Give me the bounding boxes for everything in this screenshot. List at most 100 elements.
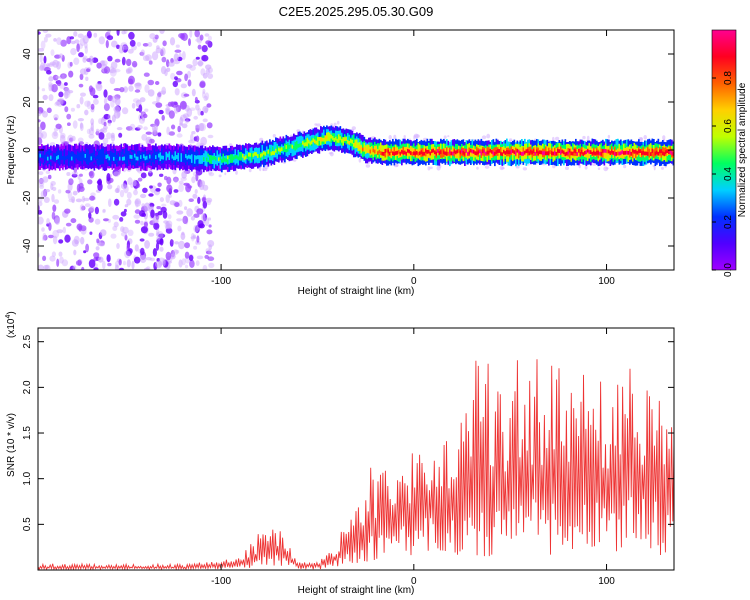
noise-dot <box>182 51 186 60</box>
noise-dot <box>131 102 136 109</box>
ridge-segment <box>629 150 631 155</box>
ridge-segment <box>653 151 655 155</box>
ridge-segment <box>149 154 151 159</box>
noise-dot <box>84 203 91 208</box>
ridge-segment <box>650 152 652 156</box>
noise-dot <box>189 259 195 268</box>
noise-dot <box>128 78 134 85</box>
noise-dot <box>121 30 126 35</box>
x-tick-label: 100 <box>598 276 615 287</box>
noise-dot <box>190 216 195 221</box>
ridge-segment <box>315 140 318 145</box>
ridge-segment <box>618 151 621 156</box>
ridge-segment <box>596 150 598 155</box>
ridge-segment <box>360 146 363 150</box>
noise-dot <box>202 184 209 191</box>
ridge-segment <box>302 140 304 145</box>
noise-dot <box>165 227 173 234</box>
ridge-segment <box>359 145 361 150</box>
ridge-segment <box>435 151 438 156</box>
noise-dot <box>38 171 44 176</box>
noise-dot <box>151 51 159 61</box>
ridge-segment <box>431 149 433 154</box>
ridge-segment <box>335 136 337 141</box>
ridge-segment <box>353 143 355 147</box>
ridge-segment <box>383 152 385 156</box>
ridge-segment <box>53 154 55 158</box>
ridge-segment <box>311 140 313 145</box>
noise-dot <box>207 249 212 254</box>
noise-dot <box>38 264 45 270</box>
noise-dot <box>194 225 200 234</box>
noise-dot <box>152 248 157 257</box>
ridge-segment <box>306 142 309 146</box>
noise-dot <box>70 48 77 56</box>
noise-dot <box>192 193 198 199</box>
noise-dot <box>429 166 433 170</box>
ridge-segment <box>551 151 553 155</box>
snr-scale-prefix: (x10 <box>6 318 17 338</box>
noise-dot <box>54 217 61 225</box>
noise-dot <box>168 61 175 67</box>
noise-dot <box>103 218 109 222</box>
ridge-segment <box>450 151 453 156</box>
noise-dot <box>134 127 141 131</box>
ridge-segment <box>131 155 133 159</box>
noise-dot <box>68 198 75 203</box>
noise-dot <box>90 122 94 132</box>
ridge-segment <box>480 151 483 156</box>
noise-dot <box>80 236 85 245</box>
ridge-segment <box>191 155 193 159</box>
noise-dot <box>170 253 176 260</box>
noise-dot <box>103 103 110 112</box>
noise-dot <box>186 64 193 69</box>
ridge-segment <box>603 148 606 153</box>
noise-dot <box>199 81 206 89</box>
noise-dot <box>582 135 586 140</box>
noise-dot <box>643 135 647 140</box>
noise-dot <box>184 118 191 122</box>
ridge-segment <box>269 147 271 157</box>
noise-dot <box>39 184 45 189</box>
noise-dot <box>138 104 143 113</box>
noise-dot <box>55 123 62 130</box>
ridge-segment <box>362 143 364 152</box>
noise-dot <box>204 254 209 259</box>
noise-dot <box>202 264 208 270</box>
noise-dot <box>86 128 91 135</box>
ridge-segment <box>497 149 499 153</box>
noise-dot <box>58 91 64 98</box>
noise-dot <box>81 205 86 211</box>
ridge-segment <box>443 150 445 155</box>
noise-dot <box>53 38 57 42</box>
noise-dot <box>59 256 64 264</box>
ridge-segment <box>591 151 594 156</box>
noise-dot <box>194 30 200 38</box>
noise-dot <box>330 123 333 127</box>
ridge-segment <box>69 152 72 162</box>
noise-dot <box>195 260 200 266</box>
noise-dot <box>447 135 450 138</box>
noise-dot <box>84 109 89 116</box>
ridge-segment <box>603 149 606 159</box>
ridge-segment <box>578 148 580 153</box>
ridge-segment <box>210 155 213 160</box>
noise-dot <box>145 131 152 135</box>
ridge-segment <box>261 152 264 157</box>
ridge-segment <box>555 151 558 156</box>
snr-x-label: Height of straight line (km) <box>298 585 415 596</box>
noise-dot <box>157 182 162 188</box>
noise-dot <box>196 255 204 260</box>
noise-dot <box>218 174 222 178</box>
noise-dot <box>103 89 108 98</box>
ridge-segment <box>74 153 76 158</box>
ridge-segment <box>489 149 492 159</box>
ridge-segment <box>459 150 462 155</box>
noise-dot <box>272 134 276 138</box>
ridge-segment <box>125 155 127 160</box>
ridge-segment <box>474 151 477 156</box>
chart-title: C2E5.2025.295.05.30.G09 <box>279 4 434 19</box>
noise-dot <box>127 248 133 254</box>
ridge-segment <box>267 150 270 154</box>
noise-dot <box>88 212 92 219</box>
